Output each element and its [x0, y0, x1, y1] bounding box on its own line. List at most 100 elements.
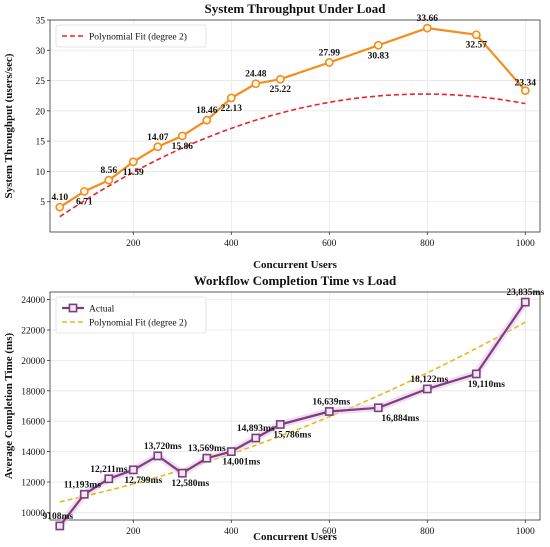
x-tick-label: 400 [224, 527, 239, 537]
chart-panel-2: 200 400 600 800 1000 10000 12000 14000 16000 1800… [3, 273, 544, 543]
y-tick-label: 10000 [21, 509, 45, 519]
y-tick-label: 25 [36, 77, 46, 87]
data-label: 30.83 [368, 51, 390, 61]
data-label: 25.22 [270, 85, 292, 95]
x-axis-label: Concurrent Users [253, 531, 338, 543]
y-tick-label: 18000 [21, 387, 45, 397]
data-label: 14,893ms [237, 424, 275, 434]
data-point [177, 468, 187, 478]
data-label: 23.34 [515, 79, 537, 89]
data-label: 9108ms [42, 512, 73, 522]
data-label: 16,884ms [381, 414, 419, 424]
data-point [373, 403, 383, 413]
x-tick-label: 400 [224, 239, 239, 249]
data-point [226, 447, 236, 456]
data-point [471, 30, 481, 40]
data-point [275, 74, 285, 84]
y-tick-label: 12000 [21, 479, 45, 489]
data-label: 14.07 [147, 133, 169, 143]
data-point [471, 369, 481, 379]
data-point [128, 465, 138, 475]
x-tick-label: 1000 [516, 527, 535, 537]
data-point [275, 420, 285, 429]
legend-entry: Polynomial Fit (degree 2) [89, 32, 187, 43]
data-label: 12,211ms [90, 465, 128, 475]
data-point [422, 23, 432, 33]
data-label: 23,835ms [506, 288, 544, 298]
data-point [79, 489, 89, 499]
x-tick-label: 200 [126, 239, 141, 249]
x-tick-label: 1000 [516, 239, 535, 249]
data-label: 32.57 [466, 41, 488, 51]
data-label: 15,786ms [273, 430, 311, 440]
data-point [177, 131, 187, 141]
y-tick-label: 22000 [21, 327, 45, 337]
y-tick-label: 10 [36, 168, 46, 178]
series-glow [57, 300, 529, 529]
data-point [520, 86, 530, 96]
data-point [55, 202, 65, 212]
data-label: 18.46 [196, 106, 218, 116]
y-tick-label: 15 [36, 138, 46, 148]
series-line [58, 301, 527, 527]
data-point [153, 142, 163, 152]
chart-title: Workflow Completion Time vs Load [194, 273, 397, 288]
x-tick-label: 800 [420, 239, 435, 249]
y-tick-label: 24000 [21, 296, 45, 306]
data-point [104, 474, 114, 484]
data-label: 27.99 [319, 48, 341, 58]
data-label: 11.59 [123, 168, 144, 178]
chart-title: System Throughput Under Load [205, 1, 387, 16]
y-tick-label: 20000 [21, 357, 45, 367]
data-point [153, 451, 163, 461]
data-label: 13,720ms [144, 442, 182, 452]
legend-entry: Actual [89, 305, 115, 315]
y-tick-label: 20 [36, 107, 46, 117]
data-label: 12,799ms [124, 476, 162, 486]
data-point [55, 521, 65, 531]
x-tick-label: 200 [126, 527, 141, 537]
data-point [202, 115, 212, 125]
data-label: 19,110ms [468, 380, 506, 390]
y-axis-label: Average Completion Time (ms) [3, 332, 15, 479]
data-point [104, 175, 114, 185]
data-point [422, 384, 432, 394]
x-tick-label: 800 [420, 527, 435, 537]
data-point [202, 453, 212, 463]
series-line [59, 27, 527, 209]
data-label: 14,001ms [222, 458, 260, 468]
data-point [373, 40, 383, 50]
legend-entry: Polynomial Fit (degree 2) [89, 318, 187, 329]
data-point [520, 297, 530, 307]
x-axis-label: Concurrent Users [253, 259, 338, 271]
data-label: 15.86 [172, 142, 194, 152]
data-label: 4.10 [51, 193, 68, 203]
y-tick-label: 5 [40, 198, 45, 208]
data-label: 22.13 [221, 104, 243, 114]
legend-box [55, 296, 207, 334]
data-label: 13,569ms [188, 444, 226, 454]
data-point [324, 58, 334, 67]
x-tick-label: 600 [322, 239, 337, 249]
data-label: 12,580ms [171, 479, 209, 489]
data-label: 33.66 [417, 14, 439, 24]
data-point [79, 186, 89, 196]
y-tick-label: 16000 [21, 418, 45, 428]
fit-curve [59, 321, 526, 503]
data-point [251, 79, 261, 89]
data-point [128, 157, 138, 167]
legend-box [55, 24, 207, 48]
data-label: 24.48 [245, 70, 267, 80]
x-tick-label: 600 [322, 527, 337, 537]
data-point [324, 407, 334, 416]
data-point [226, 93, 236, 103]
legend-swatch-marker [68, 303, 78, 313]
plot-frame [49, 19, 541, 233]
y-tick-label: 14000 [21, 448, 45, 458]
y-tick-label: 35 [36, 17, 46, 27]
y-axis-label: System Throughput (users/sec) [3, 53, 15, 198]
data-label: 8.56 [100, 166, 117, 176]
chart-panel-1: 200 400 600 800 1000 5 10 15 20 25 30 35 System Thro… [3, 1, 541, 271]
